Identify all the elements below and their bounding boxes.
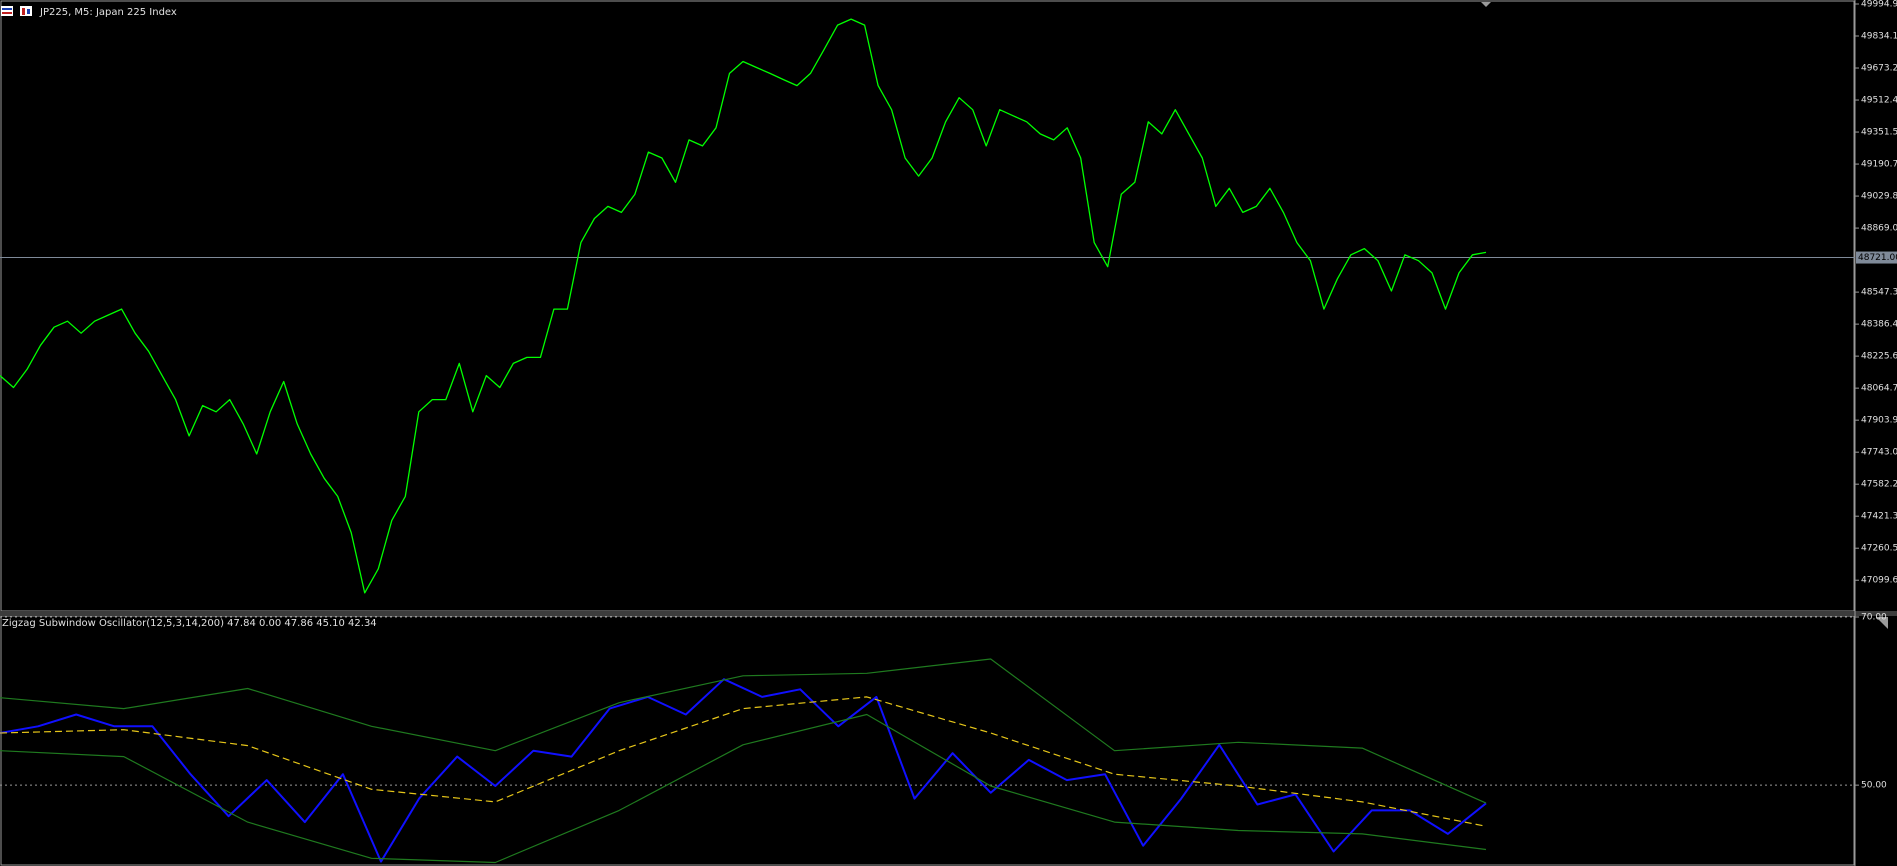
- icon: [2, 12, 12, 14]
- y-tick-label: 49673.25: [1861, 64, 1897, 74]
- shift-marker[interactable]: [1481, 2, 1491, 7]
- series-line: [0, 658, 1487, 804]
- y-tick-label: 48064.75: [1861, 384, 1897, 394]
- series-line: [0, 696, 1487, 827]
- y-tick-label: 47582.20: [1861, 480, 1897, 490]
- series-line: [0, 713, 1487, 864]
- icon: [1, 6, 13, 16]
- y-tick-label: 48869.00: [1861, 224, 1897, 234]
- y-tick-label: 49351.55: [1861, 128, 1897, 138]
- y-tick-label: 50.00: [1861, 781, 1887, 791]
- symbol-icons: [1, 6, 32, 16]
- y-tick-label: 47099.65: [1861, 576, 1897, 586]
- y-tick-label: 49190.70: [1861, 160, 1897, 170]
- y-tick-label: 47903.90: [1861, 416, 1897, 426]
- y-tick-label: 49834.10: [1861, 32, 1897, 42]
- y-tick-label: 47421.35: [1861, 512, 1897, 522]
- chart-header: JP225, M5: Japan 225 Index: [39, 7, 177, 18]
- series-line: [0, 18, 1487, 594]
- y-tick-label: 48386.45: [1861, 320, 1897, 330]
- current-price-label: 48721.00: [1858, 253, 1897, 263]
- indicator-title: Zigzag Subwindow Oscillator(12,5,3,14,20…: [2, 618, 377, 629]
- y-tick-label: 48547.30: [1861, 288, 1897, 298]
- y-tick-label: 47743.05: [1861, 448, 1897, 458]
- corner-marker: [1876, 617, 1888, 629]
- y-tick-label: 49029.85: [1861, 192, 1897, 202]
- series-line: [0, 678, 1487, 863]
- y-tick-label: 70.00: [1861, 613, 1887, 623]
- window-splitter[interactable]: [0, 611, 1897, 616]
- y-tick-label: 49994.95: [1861, 0, 1897, 9]
- current-price-box: [1856, 251, 1897, 264]
- icon: [22, 8, 25, 15]
- icon: [27, 9, 30, 14]
- y-tick-label: 48225.60: [1861, 352, 1897, 362]
- y-tick-label: 47260.50: [1861, 544, 1897, 554]
- icon: [20, 6, 32, 16]
- y-tick-label: 49512.40: [1861, 96, 1897, 106]
- icon: [2, 8, 12, 10]
